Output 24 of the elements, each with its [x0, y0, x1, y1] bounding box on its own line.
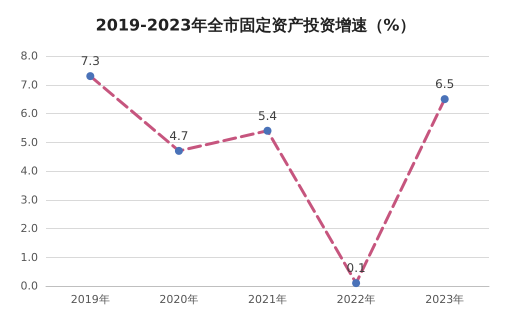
point: [86, 72, 94, 80]
y-tick-label: 7.0: [20, 78, 38, 92]
y-tick-label: 3.0: [20, 193, 38, 206]
y-tick-label: 1.0: [20, 250, 38, 264]
data-label: 7.3: [80, 54, 100, 68]
data-label: 5.4: [258, 108, 278, 123]
chart-title: 2019-2023年全市固定资产投资增速（%）: [96, 16, 416, 34]
x-tick-label: 2023年: [425, 293, 464, 306]
y-tick-label: 4.0: [20, 164, 38, 178]
x-tick-label: 2022年: [336, 293, 376, 306]
point: [264, 126, 272, 135]
x-tick-label: 2019年: [70, 293, 110, 306]
data-label: 4.7: [169, 128, 188, 143]
y-tick-label: 5.0: [20, 136, 38, 149]
point: [174, 146, 183, 155]
x-tick-label: 2021年: [248, 293, 287, 306]
y-tick-label: 2.0: [20, 222, 38, 235]
point: [440, 95, 449, 104]
y-tick-label: 8.0: [20, 50, 38, 62]
y-tick-label: 0.0: [20, 280, 38, 292]
point: [352, 279, 360, 288]
y-tick-label: 6.0: [20, 107, 38, 120]
data-label: 6.5: [435, 77, 454, 92]
x-tick-label: 2020年: [159, 293, 198, 306]
